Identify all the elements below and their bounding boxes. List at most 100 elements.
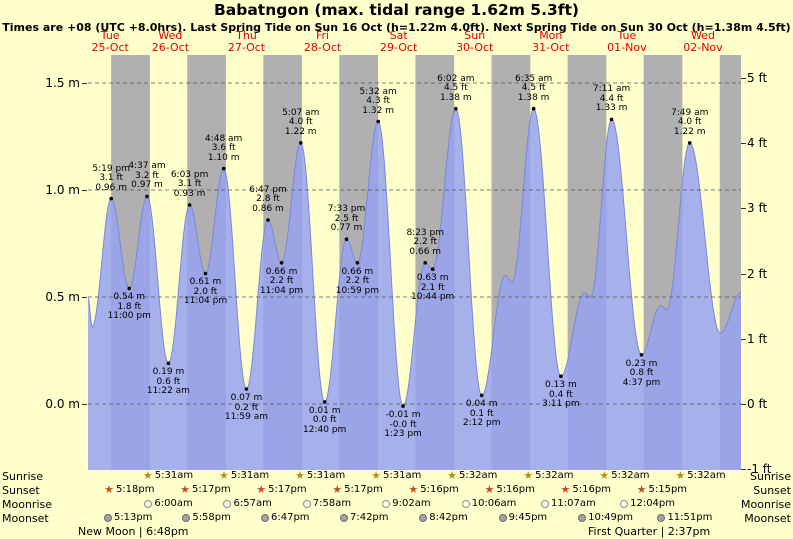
tide-high-label: 5:07 am 4.0 ft 1.22 m: [282, 107, 320, 137]
tide-high-label: 4:48 am 3.6 ft 1.10 m: [204, 133, 243, 163]
sunset-icon: ★: [636, 482, 647, 496]
date-day: Fri: [316, 29, 330, 42]
tide-high-label: 5:32 am 4.3 ft 1.32 m: [359, 86, 397, 116]
sunrise-row-label-right: Sunrise: [749, 470, 791, 483]
date-value: 30-Oct: [456, 41, 494, 54]
y-axis-tick-m: [82, 404, 87, 405]
date-value: 27-Oct: [227, 41, 266, 54]
y-axis-label-ft: 4 ft: [747, 136, 768, 151]
date-label: Sun 30-Oct: [437, 30, 513, 54]
astro-time: 5:16pm: [420, 484, 459, 495]
tide-high-label: 8:23 pm 2.2 ft 0.66 m: [406, 227, 444, 257]
astro-time: 5:31am: [382, 470, 422, 481]
sunset-icon: ★: [180, 482, 191, 496]
moonrise-row-label-right: Moonrise: [741, 498, 791, 511]
y-axis-label-ft: 3 ft: [747, 201, 768, 216]
moonrise-entry: 10:06am: [461, 498, 517, 509]
moonrise-entry: 6:57am: [223, 498, 272, 509]
tide-high-label: 6:35 am 4.5 ft 1.38 m: [514, 73, 553, 103]
astro-time: 5:16pm: [572, 484, 611, 495]
y-axis-tick-ft: [741, 143, 746, 145]
sunset-entry: ★ 5:16pm: [560, 482, 611, 496]
astro-time: 9:45pm: [508, 512, 548, 523]
sunset-entry: ★ 5:15pm: [636, 482, 687, 496]
tide-area: [88, 108, 741, 470]
tide-event-dot: [127, 286, 131, 291]
sunset-icon: ★: [560, 482, 571, 496]
y-axis-label-ft: 1 ft: [747, 331, 768, 346]
moonset-entry: 5:58pm: [182, 512, 231, 523]
date-day: Mon: [539, 29, 563, 42]
tide-high-label: 7:49 am 4.0 ft 1.22 m: [671, 107, 709, 137]
sunrise-entry: ★ 5:32am: [675, 470, 725, 482]
sunrise-icon: ★: [142, 468, 153, 482]
moonset-entry: 7:42pm: [339, 512, 389, 523]
sunrise-icon: ★: [599, 468, 610, 482]
moonset-icon: [103, 513, 112, 522]
tide-low-label: 0.19 m 0.6 ft 11:22 am: [146, 367, 190, 397]
sunrise-icon: ★: [371, 468, 381, 482]
y-axis-label-ft: 5 ft: [747, 70, 768, 85]
tide-event-dot: [299, 141, 303, 145]
sunrise-entry: ★ 5:31am: [142, 468, 193, 482]
sunset-icon: ★: [104, 482, 114, 496]
astro-time: 6:47pm: [270, 512, 310, 523]
tide-curve: [88, 108, 741, 407]
sunset-icon: ★: [484, 482, 495, 496]
astro-time: 5:16pm: [496, 484, 535, 495]
astro-time: 5:31am: [306, 470, 346, 481]
moonset-icon: [578, 513, 587, 522]
date-day: Thu: [236, 29, 257, 42]
tide-event-dot: [166, 361, 171, 366]
date-value: 02-Nov: [683, 41, 723, 54]
sunset-icon: ★: [256, 482, 267, 496]
moonrise-icon: [461, 499, 470, 508]
astro-time: 5:17pm: [268, 484, 307, 495]
y-axis-label-ft: 2 ft: [747, 266, 768, 281]
moonset-entry: 9:45pm: [498, 512, 548, 523]
sunset-entry: ★ 5:16pm: [408, 484, 459, 496]
tide-high-label: 6:03 pm 3.1 ft 0.93 m: [170, 169, 209, 199]
moonset-icon: [657, 513, 666, 522]
date-label: Tue 25-Oct: [72, 30, 148, 54]
moonset-entry: 5:13pm: [103, 512, 152, 523]
sunset-entry: ★ 5:18pm: [104, 482, 155, 496]
tide-event-dot: [221, 166, 226, 171]
tide-event-dot: [266, 218, 270, 222]
tide-high-label: 5:19 pm 3.1 ft 0.96 m: [92, 163, 130, 193]
astro-time: 5:18pm: [115, 484, 155, 495]
y-axis-label-ft: 0 ft: [747, 397, 768, 411]
sunrise-icon: ★: [447, 468, 458, 482]
y-axis-tick-m: [82, 297, 87, 298]
astro-time: 5:17pm: [192, 484, 231, 495]
moonrise-icon: [382, 499, 391, 508]
moonrise-entry: 7:58am: [302, 498, 352, 509]
moonset-entry: 10:49pm: [578, 512, 633, 523]
chart-subtitle: Times are +08 (UTC +8.0hrs). Last Spring…: [2, 21, 791, 34]
tide-low-label: 0.66 m 2.2 ft 11:04 pm: [259, 266, 304, 296]
date-day: Sun: [464, 29, 486, 42]
date-value: 01-Nov: [607, 41, 647, 54]
astro-time: 6:57am: [233, 498, 272, 509]
tide-low-label: 0.13 m 0.4 ft 3:11 pm: [542, 380, 580, 410]
sunrise-entry: ★ 5:31am: [371, 468, 422, 482]
moonset-entry: 8:42pm: [419, 512, 468, 523]
date-label: Tue 01-Nov: [589, 30, 665, 54]
y-axis-label-ft: -1 ft: [747, 462, 772, 477]
date-day: Wed: [690, 29, 715, 42]
astro-time: 10:06am: [471, 498, 517, 509]
moon-phase-note: First Quarter | 2:37pm: [588, 525, 711, 538]
astro-time: 7:58am: [312, 498, 352, 509]
moonset-icon: [339, 513, 348, 522]
tide-event-dot: [559, 374, 563, 379]
y-axis-tick-ft: [741, 338, 746, 340]
moon-phase-note: New Moon | 6:48pm: [78, 525, 189, 538]
astro-time: 5:58pm: [192, 512, 231, 523]
date-label: Mon 31-Oct: [513, 30, 589, 54]
tide-high-label: 4:37 am 3.2 ft 0.97 m: [128, 161, 166, 191]
chart-title: Babatngon (max. tidal range 1.62m 5.3ft): [213, 1, 580, 19]
date-label: Sat 29-Oct: [361, 30, 437, 54]
tide-event-dot: [187, 203, 192, 207]
sunrise-entry: ★ 5:32am: [599, 468, 649, 482]
moonrise-entry: 11:07am: [541, 498, 596, 509]
